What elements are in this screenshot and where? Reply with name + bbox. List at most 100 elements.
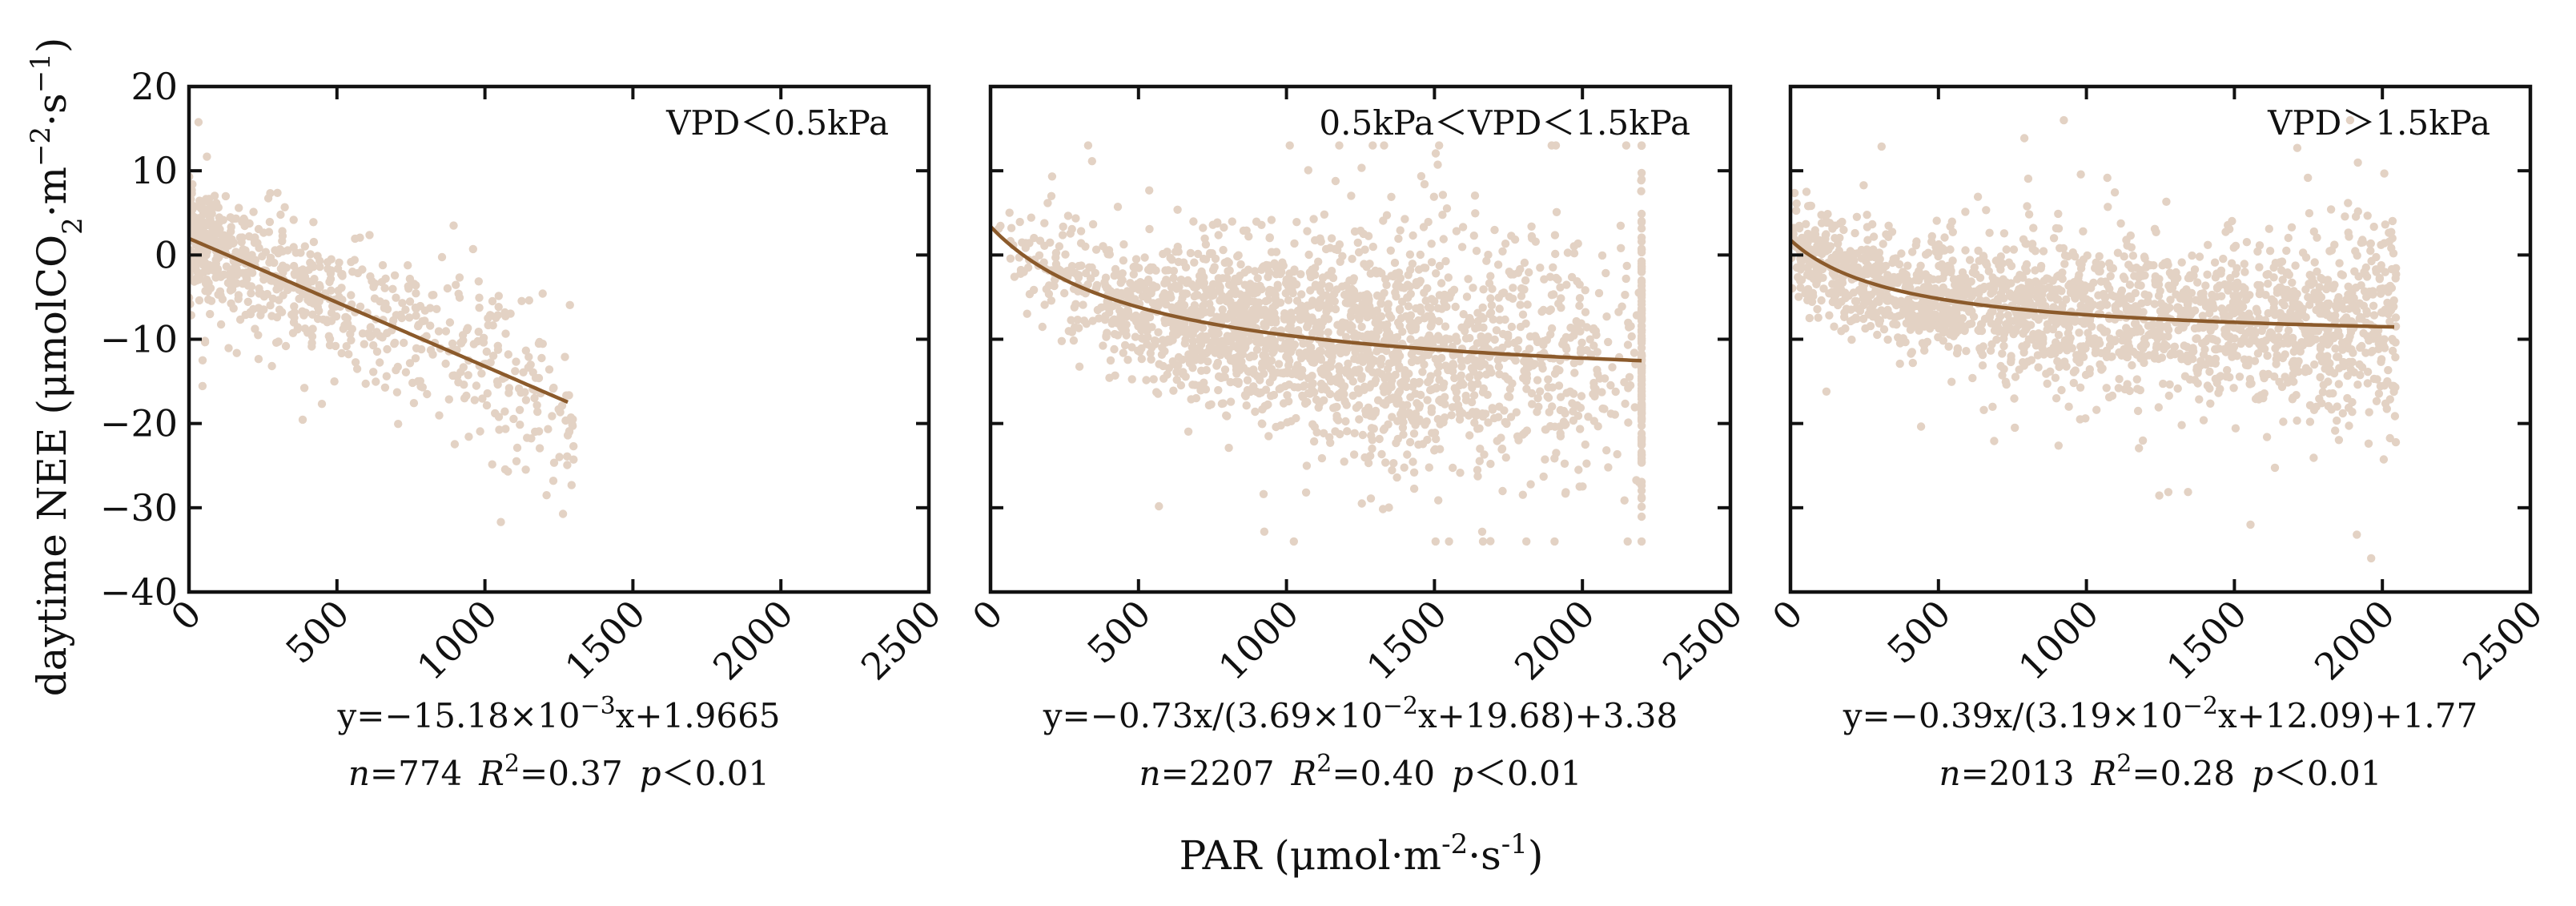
scatter-point bbox=[2009, 245, 2019, 254]
scatter-point bbox=[300, 242, 309, 251]
scatter-point bbox=[562, 391, 571, 400]
scatter-point bbox=[452, 280, 460, 289]
scatter-point bbox=[414, 320, 424, 329]
scatter-point bbox=[500, 465, 510, 474]
scatter-point bbox=[1637, 502, 1646, 511]
scatter-point bbox=[563, 452, 572, 461]
scatter-point bbox=[1539, 472, 1548, 481]
scatter-point bbox=[2184, 488, 2192, 497]
scatter-point bbox=[2031, 247, 2040, 256]
stat-p-value: ＜0.01 bbox=[1473, 754, 1582, 793]
scatter-point bbox=[1267, 286, 1276, 295]
scatter-point bbox=[1285, 141, 1294, 150]
scatter-point bbox=[235, 203, 243, 212]
scatter-point bbox=[307, 342, 316, 351]
scatter-point bbox=[280, 203, 289, 211]
scatter-point bbox=[1429, 192, 1439, 201]
scatter-point bbox=[1151, 266, 1160, 275]
scatter-point bbox=[232, 348, 241, 357]
scatter-point bbox=[1224, 352, 1233, 360]
scatter-point bbox=[1637, 325, 1646, 334]
scatter-point bbox=[1923, 337, 1932, 346]
scatter-point bbox=[2051, 373, 2060, 382]
scatter-point bbox=[437, 252, 447, 262]
scatter-point bbox=[1193, 249, 1203, 259]
scatter-point bbox=[1352, 368, 1362, 377]
scatter-point bbox=[1200, 281, 1208, 290]
scatter-point bbox=[1876, 275, 1885, 284]
scatter-point bbox=[1174, 352, 1184, 362]
scatter-point bbox=[1533, 408, 1541, 417]
scatter-point bbox=[2301, 285, 2310, 294]
scatter-point bbox=[1409, 429, 1419, 438]
scatter-point bbox=[1253, 274, 1262, 283]
scatter-point bbox=[474, 328, 483, 336]
scatter-point bbox=[198, 216, 207, 226]
scatter-point bbox=[2291, 293, 2300, 302]
scatter-point bbox=[1148, 283, 1158, 292]
scatter-point bbox=[1074, 273, 1083, 282]
scatter-point bbox=[1394, 234, 1403, 244]
scatter-point bbox=[2140, 334, 2149, 344]
scatter-point bbox=[426, 321, 435, 330]
scatter-point bbox=[561, 416, 570, 425]
scatter-point bbox=[253, 239, 262, 248]
scatter-point bbox=[1029, 285, 1039, 295]
scatter-point bbox=[1469, 391, 1479, 400]
scatter-point bbox=[1353, 238, 1363, 248]
scatter-point bbox=[1113, 331, 1123, 340]
scatter-point bbox=[1934, 252, 1943, 261]
scatter-point bbox=[1308, 385, 1316, 395]
scatter-point bbox=[1562, 280, 1571, 289]
scatter-point bbox=[1573, 239, 1582, 248]
scatter-point bbox=[392, 293, 400, 302]
scatter-point bbox=[1138, 334, 1147, 343]
scatter-point bbox=[225, 269, 234, 278]
scatter-point bbox=[1040, 300, 1049, 309]
scatter-point bbox=[251, 324, 259, 333]
scatter-point bbox=[1368, 141, 1377, 150]
scatter-point bbox=[1088, 219, 1098, 229]
scatter-point bbox=[1357, 163, 1366, 172]
scatter-point bbox=[2240, 268, 2249, 276]
scatter-point bbox=[1405, 282, 1414, 291]
scatter-point bbox=[2095, 252, 2104, 261]
scatter-point bbox=[1202, 365, 1211, 375]
scatter-point bbox=[1323, 305, 1332, 314]
scatter-point bbox=[330, 377, 339, 386]
scatter-point bbox=[2131, 288, 2140, 298]
scatter-point bbox=[372, 377, 380, 386]
scatter-point bbox=[1895, 359, 1904, 368]
scatter-point bbox=[1499, 288, 1509, 297]
scatter-point bbox=[2348, 408, 2357, 417]
scatter-point bbox=[2025, 297, 2035, 307]
scatter-point bbox=[1940, 233, 1949, 242]
scatter-point bbox=[2193, 278, 2202, 287]
scatter-point bbox=[2156, 287, 2164, 296]
scatter-point bbox=[1425, 463, 1434, 472]
scatter-point bbox=[2094, 336, 2104, 345]
scatter-point bbox=[328, 302, 337, 311]
scatter-point bbox=[1484, 250, 1493, 260]
scatter-point bbox=[2293, 143, 2302, 152]
scatter-point bbox=[1414, 379, 1423, 388]
scatter-point bbox=[2184, 274, 2193, 283]
scatter-point bbox=[2011, 372, 2020, 381]
scatter-point bbox=[478, 394, 487, 403]
scatter-point bbox=[549, 383, 558, 393]
scatter-point bbox=[1479, 285, 1488, 294]
scatter-point bbox=[2180, 372, 2190, 381]
scatter-point bbox=[388, 284, 397, 293]
scatter-point bbox=[1209, 291, 1218, 300]
scatter-point bbox=[2135, 444, 2144, 453]
scatter-point bbox=[1879, 240, 1887, 248]
scatter-point bbox=[1449, 367, 1457, 376]
scatter-point bbox=[1069, 336, 1079, 345]
scatter-point bbox=[1311, 280, 1320, 289]
scatter-point bbox=[2315, 283, 2324, 292]
scatter-point bbox=[2196, 289, 2205, 299]
scatter-point bbox=[1923, 248, 1933, 257]
scatter-point bbox=[213, 252, 222, 260]
scatter-point bbox=[2346, 328, 2356, 336]
scatter-point bbox=[1940, 268, 1949, 278]
